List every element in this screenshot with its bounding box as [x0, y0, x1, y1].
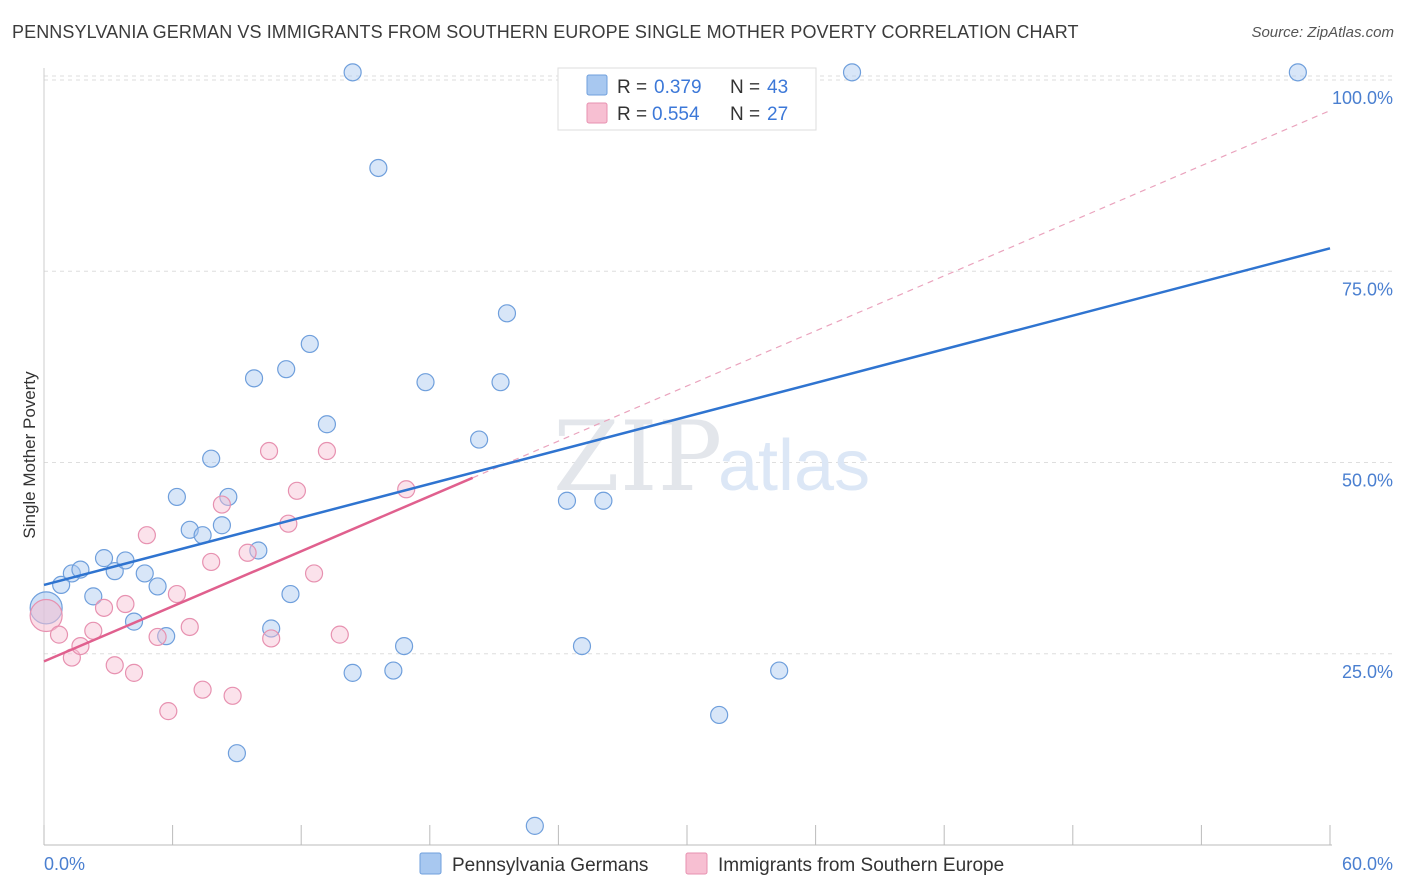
- point-southern-europe-15: [202, 552, 221, 572]
- bottom-legend-label-blue: Pennsylvania Germans: [452, 855, 648, 876]
- point-pennsylvania-germans-28: [369, 158, 388, 178]
- trend-line-1: [43, 476, 474, 663]
- point-southern-europe-9: [137, 526, 156, 545]
- point-pennsylvania-germans-42: [1288, 63, 1307, 82]
- legend-n-label-2: N =: [730, 104, 760, 125]
- point-pennsylvania-germans-33: [491, 373, 510, 392]
- point-pennsylvania-germans-5: [94, 549, 114, 568]
- trend-lines: [472, 110, 1331, 479]
- stats-legend: R = 0.379 N = 43 R = 0.554 N = 27: [557, 67, 817, 131]
- x-tick-label-min: 0.0%: [44, 854, 85, 874]
- y-tick-labels: 25.0% 50.0% 75.0% 100.0%: [1332, 88, 1393, 682]
- legend-n-value-1: 43: [767, 77, 788, 98]
- point-pennsylvania-germans-38: [594, 491, 613, 510]
- point-pennsylvania-germans-35: [525, 816, 544, 835]
- point-pennsylvania-germans-12: [167, 487, 186, 507]
- point-pennsylvania-germans-4: [84, 587, 103, 606]
- point-pennsylvania-germans-32: [469, 430, 489, 449]
- point-southern-europe-17: [223, 686, 242, 705]
- bottom-legend-swatch-blue: [419, 852, 442, 875]
- point-southern-europe-19: [259, 441, 279, 461]
- point-southern-europe-22: [287, 481, 307, 500]
- source-label: Source: ZipAtlas.com: [1251, 24, 1394, 41]
- point-southern-europe-16: [212, 495, 231, 514]
- legend-n-value-2: 27: [767, 104, 788, 125]
- point-pennsylvania-germans-15: [202, 449, 221, 468]
- point-pennsylvania-germans-39: [710, 705, 729, 725]
- legend-r-value-1: 0.379: [654, 77, 702, 98]
- point-southern-europe-14: [193, 680, 212, 699]
- legend-n-label-1: N =: [730, 77, 760, 98]
- point-pennsylvania-germans-23: [281, 584, 300, 604]
- point-southern-europe-24: [317, 441, 337, 461]
- point-pennsylvania-germans-20: [249, 541, 268, 560]
- legend-r-value-2: 0.554: [652, 104, 700, 125]
- point-pennsylvania-germans-22: [277, 360, 296, 379]
- point-southern-europe-1: [49, 625, 69, 644]
- trend-extension-1: [472, 110, 1331, 479]
- point-pennsylvania-germans-9: [135, 564, 154, 583]
- point-southern-europe-12: [167, 584, 186, 604]
- point-southern-europe-7: [116, 594, 135, 614]
- point-pennsylvania-germans-16: [212, 516, 231, 535]
- data-points: [29, 63, 1331, 835]
- point-pennsylvania-germans-10: [148, 577, 167, 596]
- point-pennsylvania-germans-27: [343, 663, 362, 682]
- x-tick-label-max: 60.0%: [1342, 854, 1393, 874]
- bottom-legend-swatch-pink: [685, 852, 708, 875]
- point-pennsylvania-germans-31: [416, 373, 435, 392]
- point-southern-europe-20: [262, 629, 281, 648]
- bottom-legend-label-pink: Immigrants from Southern Europe: [718, 855, 1004, 876]
- point-pennsylvania-germans-30: [394, 636, 414, 656]
- watermark-atlas: atlas: [718, 426, 870, 506]
- point-pennsylvania-germans-18: [227, 744, 246, 763]
- point-southern-europe-23: [304, 564, 324, 583]
- point-pennsylvania-germans-29: [384, 661, 403, 680]
- x-tick-labels: 0.0% 60.0%: [44, 854, 1393, 874]
- point-pennsylvania-germans-41: [842, 63, 862, 82]
- point-pennsylvania-germans-26: [343, 63, 362, 82]
- legend-r-label-2: R =: [617, 104, 647, 125]
- axes: [43, 68, 1332, 846]
- series-legend: Pennsylvania Germans Immigrants from Sou…: [419, 852, 1004, 876]
- chart-title: PENNSYLVANIA GERMAN VS IMMIGRANTS FROM S…: [12, 22, 1079, 42]
- watermark: ZIP atlas: [553, 401, 870, 513]
- y-tick-label-25: 25.0%: [1342, 662, 1393, 682]
- trend-line-0: [43, 247, 1331, 587]
- point-southern-europe-8: [124, 663, 144, 682]
- legend-swatch-blue: [586, 74, 608, 96]
- point-pennsylvania-germans-19: [244, 369, 264, 388]
- y-tick-label-100: 100.0%: [1332, 88, 1393, 108]
- point-southern-europe-0: [29, 598, 63, 633]
- point-pennsylvania-germans-24: [300, 334, 319, 354]
- point-pennsylvania-germans-34: [497, 304, 517, 323]
- point-pennsylvania-germans-21: [262, 619, 281, 638]
- point-southern-europe-13: [180, 617, 199, 637]
- point-southern-europe-25: [330, 625, 349, 644]
- point-pennsylvania-germans-37: [572, 636, 592, 656]
- point-southern-europe-6: [105, 656, 124, 675]
- y-tick-label-75: 75.0%: [1342, 279, 1393, 299]
- point-pennsylvania-germans-36: [557, 491, 577, 510]
- y-tick-label-50: 50.0%: [1342, 471, 1393, 491]
- gridlines: [44, 75, 1393, 655]
- point-southern-europe-11: [159, 702, 178, 721]
- legend-r-label-1: R =: [617, 77, 647, 98]
- legend-swatch-pink: [586, 102, 608, 124]
- y-axis-label: Single Mother Poverty: [20, 371, 39, 539]
- point-pennsylvania-germans-40: [770, 661, 789, 680]
- point-southern-europe-5: [94, 598, 114, 617]
- point-pennsylvania-germans-25: [317, 415, 337, 434]
- point-southern-europe-10: [148, 627, 167, 647]
- watermark-zip: ZIP: [553, 401, 722, 513]
- point-southern-europe-18: [238, 543, 257, 562]
